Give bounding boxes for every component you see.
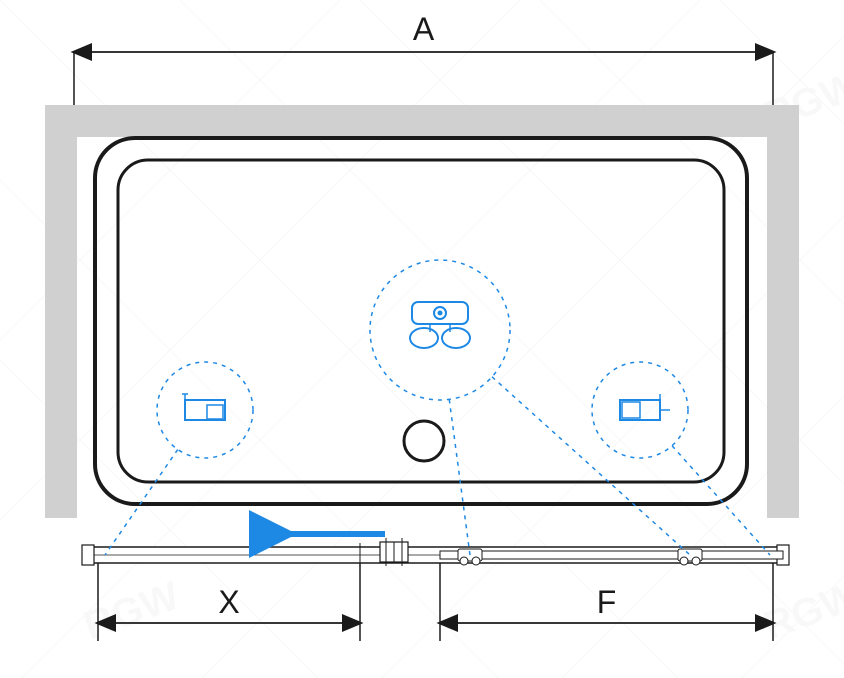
dim-f-label: F xyxy=(597,584,617,620)
rail-endcap-left xyxy=(82,545,94,565)
drain-circle xyxy=(404,421,444,461)
center-callout-circle xyxy=(370,260,510,400)
wall-top xyxy=(45,105,799,137)
center-leader-1 xyxy=(449,399,470,555)
left-callout-circle xyxy=(157,362,253,458)
svg-text:RGW: RGW xyxy=(78,574,185,649)
center-roller-icon xyxy=(410,302,470,348)
wall-right xyxy=(767,105,799,518)
dim-x-label: X xyxy=(218,584,239,620)
svg-text:RGW: RGW xyxy=(758,574,844,649)
shower-enclosure-diagram: RGWRGWRGWAXF xyxy=(0,0,844,678)
sliding-panel xyxy=(440,551,783,559)
dim-a-label: A xyxy=(413,11,435,47)
wall-left xyxy=(45,105,77,518)
